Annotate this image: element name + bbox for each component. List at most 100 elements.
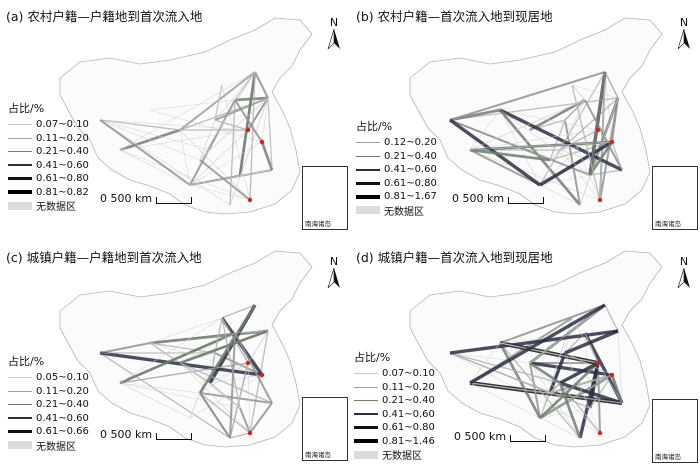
panel-c: (c) 城镇户籍—户籍地到首次流入地 N 占比/% 0.05~0.10 0.11~… — [0, 233, 350, 466]
flow-line — [611, 141, 623, 171]
flow-line — [149, 109, 263, 143]
north-arrow-icon: N — [676, 16, 692, 52]
flow-line — [469, 129, 599, 151]
legend-rows: 0.07~0.10 0.11~0.20 0.21~0.40 0.41~0.60 0.61… — [354, 367, 435, 448]
panel-title: (d) 城镇户籍—首次流入地到现居地 — [356, 250, 553, 265]
flow-line — [469, 109, 501, 151]
flow-line — [119, 331, 236, 385]
legend-swatch — [354, 373, 378, 375]
flow-line — [149, 317, 223, 344]
legend-swatch — [356, 194, 380, 199]
flow-line — [99, 119, 231, 206]
flow-line — [239, 407, 251, 434]
north-arrow-icon: N — [326, 16, 342, 52]
flow-line — [584, 99, 623, 171]
flow-line — [119, 382, 201, 394]
flow-line — [149, 329, 269, 345]
flow-line — [549, 149, 561, 161]
scale-zero: 0 — [100, 428, 107, 441]
legend-item: 0.12~0.20 — [356, 136, 437, 150]
flow-line — [209, 382, 241, 409]
flow-line — [449, 329, 619, 355]
hub-node — [609, 372, 615, 378]
legend-item: 0.11~0.20 — [8, 385, 89, 399]
flow-line — [539, 71, 606, 186]
legend-label: 0.61~0.80 — [384, 177, 437, 189]
flow-line — [198, 304, 257, 394]
flow-line — [611, 97, 619, 143]
flow-line — [149, 342, 263, 376]
legend-label: 0.21~0.40 — [36, 399, 89, 411]
flow-line — [247, 362, 251, 434]
panel-title: (c) 城镇户籍—户籍地到首次流入地 — [6, 250, 202, 265]
legend-item: 0.07~0.10 — [354, 367, 435, 381]
flow-line — [179, 129, 251, 201]
hub-node — [597, 430, 603, 436]
legend-title: 占比/% — [356, 120, 393, 133]
flow-line — [564, 352, 601, 434]
legend-swatch — [8, 430, 32, 434]
scale-bar: 0 500 km — [100, 428, 192, 441]
legend-item: 0.61~0.80 — [8, 172, 89, 186]
scale-bar: 0 500 km — [452, 192, 544, 205]
legend-label: 0.61~0.80 — [382, 422, 435, 434]
flow-line — [449, 71, 606, 121]
legend-label: 0.41~0.60 — [384, 164, 437, 176]
flow-line — [234, 99, 263, 143]
flow-line — [179, 362, 251, 434]
legend-item: 0.21~0.40 — [356, 150, 437, 164]
legend: 占比/% 0.12~0.20 0.21~0.40 0.41~0.60 0.61~0.8… — [356, 118, 437, 218]
flow-line — [499, 108, 623, 172]
flow-line — [209, 97, 269, 151]
legend-label: 0.21~0.40 — [382, 395, 435, 407]
flow-line — [539, 140, 613, 187]
hub-node — [247, 430, 253, 436]
country-outline — [59, 17, 313, 215]
flow-line — [529, 362, 541, 419]
flow-line — [559, 141, 613, 151]
north-arrow-icon: N — [676, 255, 692, 291]
hub-node — [245, 127, 251, 133]
nodata-swatch — [356, 206, 380, 215]
legend-swatch — [354, 386, 378, 388]
legend-rows: 0.05~0.10 0.11~0.20 0.21~0.40 0.41~0.60 0.61… — [8, 371, 89, 439]
flow-map — [59, 250, 313, 448]
flow-line — [469, 148, 551, 162]
legend-label: 0.61~0.80 — [36, 173, 89, 185]
legend-item: 0.21~0.40 — [8, 145, 89, 159]
flow-line — [564, 329, 619, 355]
legend-item: 0.81~1.46 — [354, 435, 435, 449]
legend-rows: 0.12~0.20 0.21~0.40 0.41~0.60 0.61~0.80 0.81… — [356, 136, 437, 204]
flow-line — [529, 304, 606, 364]
flow-line — [234, 330, 269, 334]
scale-zero: 0 — [100, 192, 107, 205]
flow-line — [214, 317, 223, 354]
legend-title: 占比/% — [8, 102, 45, 115]
flow-line — [249, 402, 273, 434]
legend-label: 0.12~0.20 — [384, 137, 437, 149]
country-outline — [409, 17, 663, 215]
flow-line — [189, 184, 251, 201]
flow-line — [267, 97, 273, 171]
scale-bar-line — [155, 433, 192, 440]
flow-line — [469, 141, 613, 151]
legend-item: 0.21~0.40 — [8, 398, 89, 412]
flow-line — [119, 149, 191, 186]
flow-line — [99, 119, 201, 161]
scale-label: 500 km — [464, 430, 507, 443]
flow-line — [559, 99, 586, 151]
legend-label: 0.11~0.20 — [36, 132, 89, 144]
north-arrow-icon: N — [326, 255, 342, 291]
flow-line — [99, 119, 191, 186]
nodata-label: 无数据区 — [384, 206, 424, 218]
hub-node — [259, 372, 265, 378]
flow-line — [571, 84, 601, 201]
flow-line — [229, 432, 251, 439]
flow-line — [119, 382, 241, 409]
legend-label: 0.81~0.82 — [36, 186, 89, 198]
flow-line — [604, 71, 619, 99]
scale-bar-line — [507, 197, 544, 204]
flow-line — [564, 99, 586, 121]
legend-swatch — [8, 177, 32, 181]
legend-item: 0.11~0.20 — [354, 381, 435, 395]
